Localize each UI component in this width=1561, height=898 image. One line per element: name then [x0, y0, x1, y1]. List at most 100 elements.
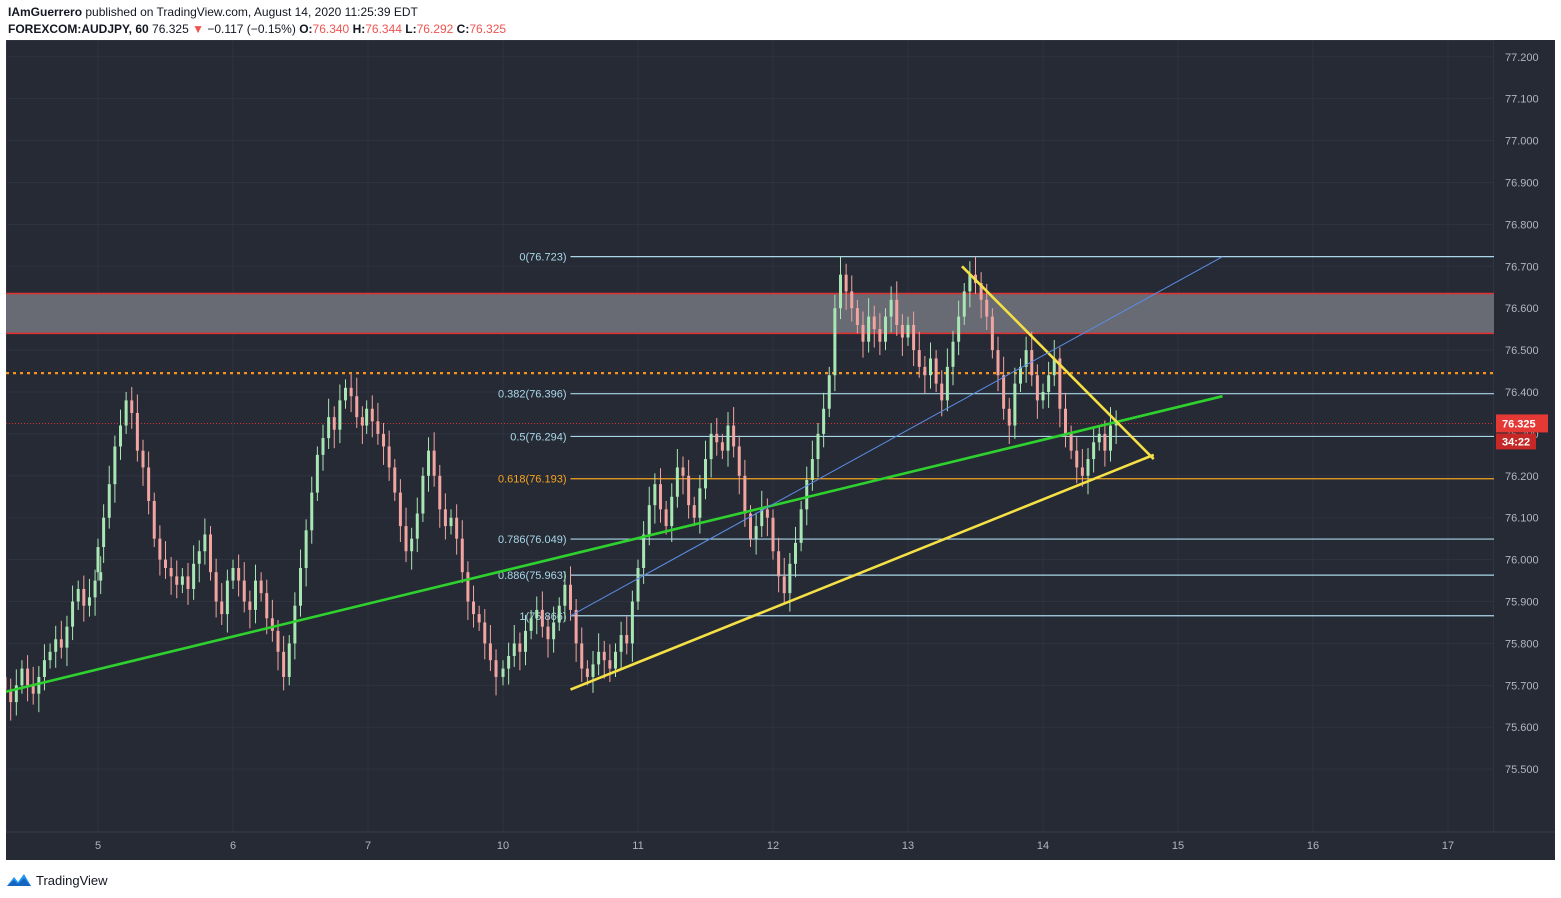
candle: [861, 311, 865, 358]
candle-body: [709, 433, 713, 460]
candle-body: [37, 676, 41, 694]
candle: [945, 348, 949, 412]
close-label: C:: [456, 22, 470, 36]
candle-body: [242, 580, 246, 602]
candle-body: [540, 609, 544, 627]
candle: [709, 423, 713, 478]
tradingview-logo-icon[interactable]: [6, 873, 32, 887]
candle-body: [552, 622, 556, 640]
price-tag-value: 76.325: [1502, 418, 1536, 430]
candle-body: [614, 651, 617, 669]
candle-body: [777, 551, 781, 577]
candle-body: [59, 639, 63, 648]
candle-body: [387, 446, 391, 468]
candle: [794, 526, 797, 578]
candle: [370, 395, 374, 438]
author-name[interactable]: IAmGuerrero: [8, 5, 83, 19]
symbol-label[interactable]: FOREXCOM:AUDJPY, 60: [8, 22, 149, 36]
candle-body: [96, 547, 100, 573]
candle-body: [872, 316, 876, 330]
candle-body: [398, 492, 402, 527]
candle: [26, 655, 30, 702]
candle-body: [535, 609, 539, 619]
candle-body: [1097, 433, 1101, 443]
candle: [299, 549, 302, 617]
yellow-support-line: [570, 453, 1155, 691]
candle-body: [1047, 375, 1051, 392]
price-axis-tick: 76.100: [1505, 513, 1539, 525]
candle-body: [147, 467, 151, 501]
price-axis-tick: 76.600: [1505, 303, 1539, 315]
candle-body: [692, 505, 696, 518]
candle: [940, 370, 944, 417]
candle: [1058, 347, 1062, 428]
time-axis-tick: 11: [632, 840, 643, 852]
candle-body: [248, 601, 252, 610]
candle: [48, 643, 52, 669]
candle-body: [48, 651, 52, 661]
candle: [540, 591, 544, 638]
candle-body: [175, 576, 179, 585]
candle: [670, 483, 674, 543]
candle-body: [917, 350, 921, 367]
price-chart[interactable]: 0(76.723) 0.382(76.396) 0.5(76.294) 0.618(7…: [0, 39, 1555, 860]
candle: [1024, 336, 1028, 383]
candle-body: [1069, 433, 1073, 451]
chart-container[interactable]: 0(76.723) 0.382(76.396) 0.5(76.294) 0.618(7…: [0, 39, 1555, 860]
candle-body: [563, 584, 567, 606]
candle-body: [810, 459, 814, 480]
candle: [344, 379, 347, 409]
candle-body: [130, 400, 134, 413]
candle: [415, 497, 419, 553]
candle: [259, 572, 263, 602]
candle-body: [867, 316, 871, 342]
price-axis: [1494, 40, 1555, 860]
candle-body: [14, 685, 18, 703]
candle-body: [209, 534, 212, 573]
time-axis-tick: 10: [497, 840, 509, 852]
candle-body: [507, 656, 511, 669]
candle-body: [839, 274, 842, 309]
candle: [923, 355, 927, 394]
candle-body: [630, 601, 634, 644]
candle: [855, 299, 859, 334]
candle-body: [1092, 442, 1096, 460]
candle: [1035, 364, 1039, 419]
candle-body: [580, 643, 584, 669]
symbol-line: FOREXCOM:AUDJPY, 60 76.325 ▼ −0.117 (−0.…: [8, 21, 506, 38]
candle-body: [912, 324, 916, 351]
candle: [895, 281, 899, 336]
candle: [327, 398, 331, 449]
candle-body: [900, 324, 904, 338]
candle: [912, 311, 916, 367]
candle-body: [404, 526, 408, 552]
candle: [242, 562, 246, 613]
candle-body: [715, 433, 719, 443]
candle-body: [9, 689, 13, 703]
candle: [765, 498, 769, 537]
candle: [135, 394, 139, 462]
blue-fib-diagonal: [570, 256, 1223, 617]
candle-body: [203, 534, 207, 552]
footer-brand[interactable]: TradingView: [36, 872, 108, 888]
candle: [951, 330, 955, 386]
time-axis-tick: 15: [1172, 840, 1184, 852]
candle: [37, 666, 41, 713]
candle-body: [102, 517, 106, 548]
price-axis-tick: 77.000: [1505, 136, 1539, 148]
candle: [715, 417, 719, 456]
candle: [754, 512, 758, 555]
candle-body: [1007, 408, 1011, 426]
candle: [535, 596, 539, 635]
price-axis-tick: 76.800: [1505, 219, 1539, 231]
candle: [147, 451, 151, 515]
candle-body: [1086, 459, 1090, 476]
candle: [625, 616, 629, 655]
candle-body: [822, 408, 826, 434]
candle-body: [376, 421, 380, 434]
candle-body: [321, 438, 325, 455]
candle: [254, 564, 257, 624]
candle: [265, 579, 269, 635]
candle-body: [477, 614, 481, 623]
candle-body: [344, 387, 347, 401]
